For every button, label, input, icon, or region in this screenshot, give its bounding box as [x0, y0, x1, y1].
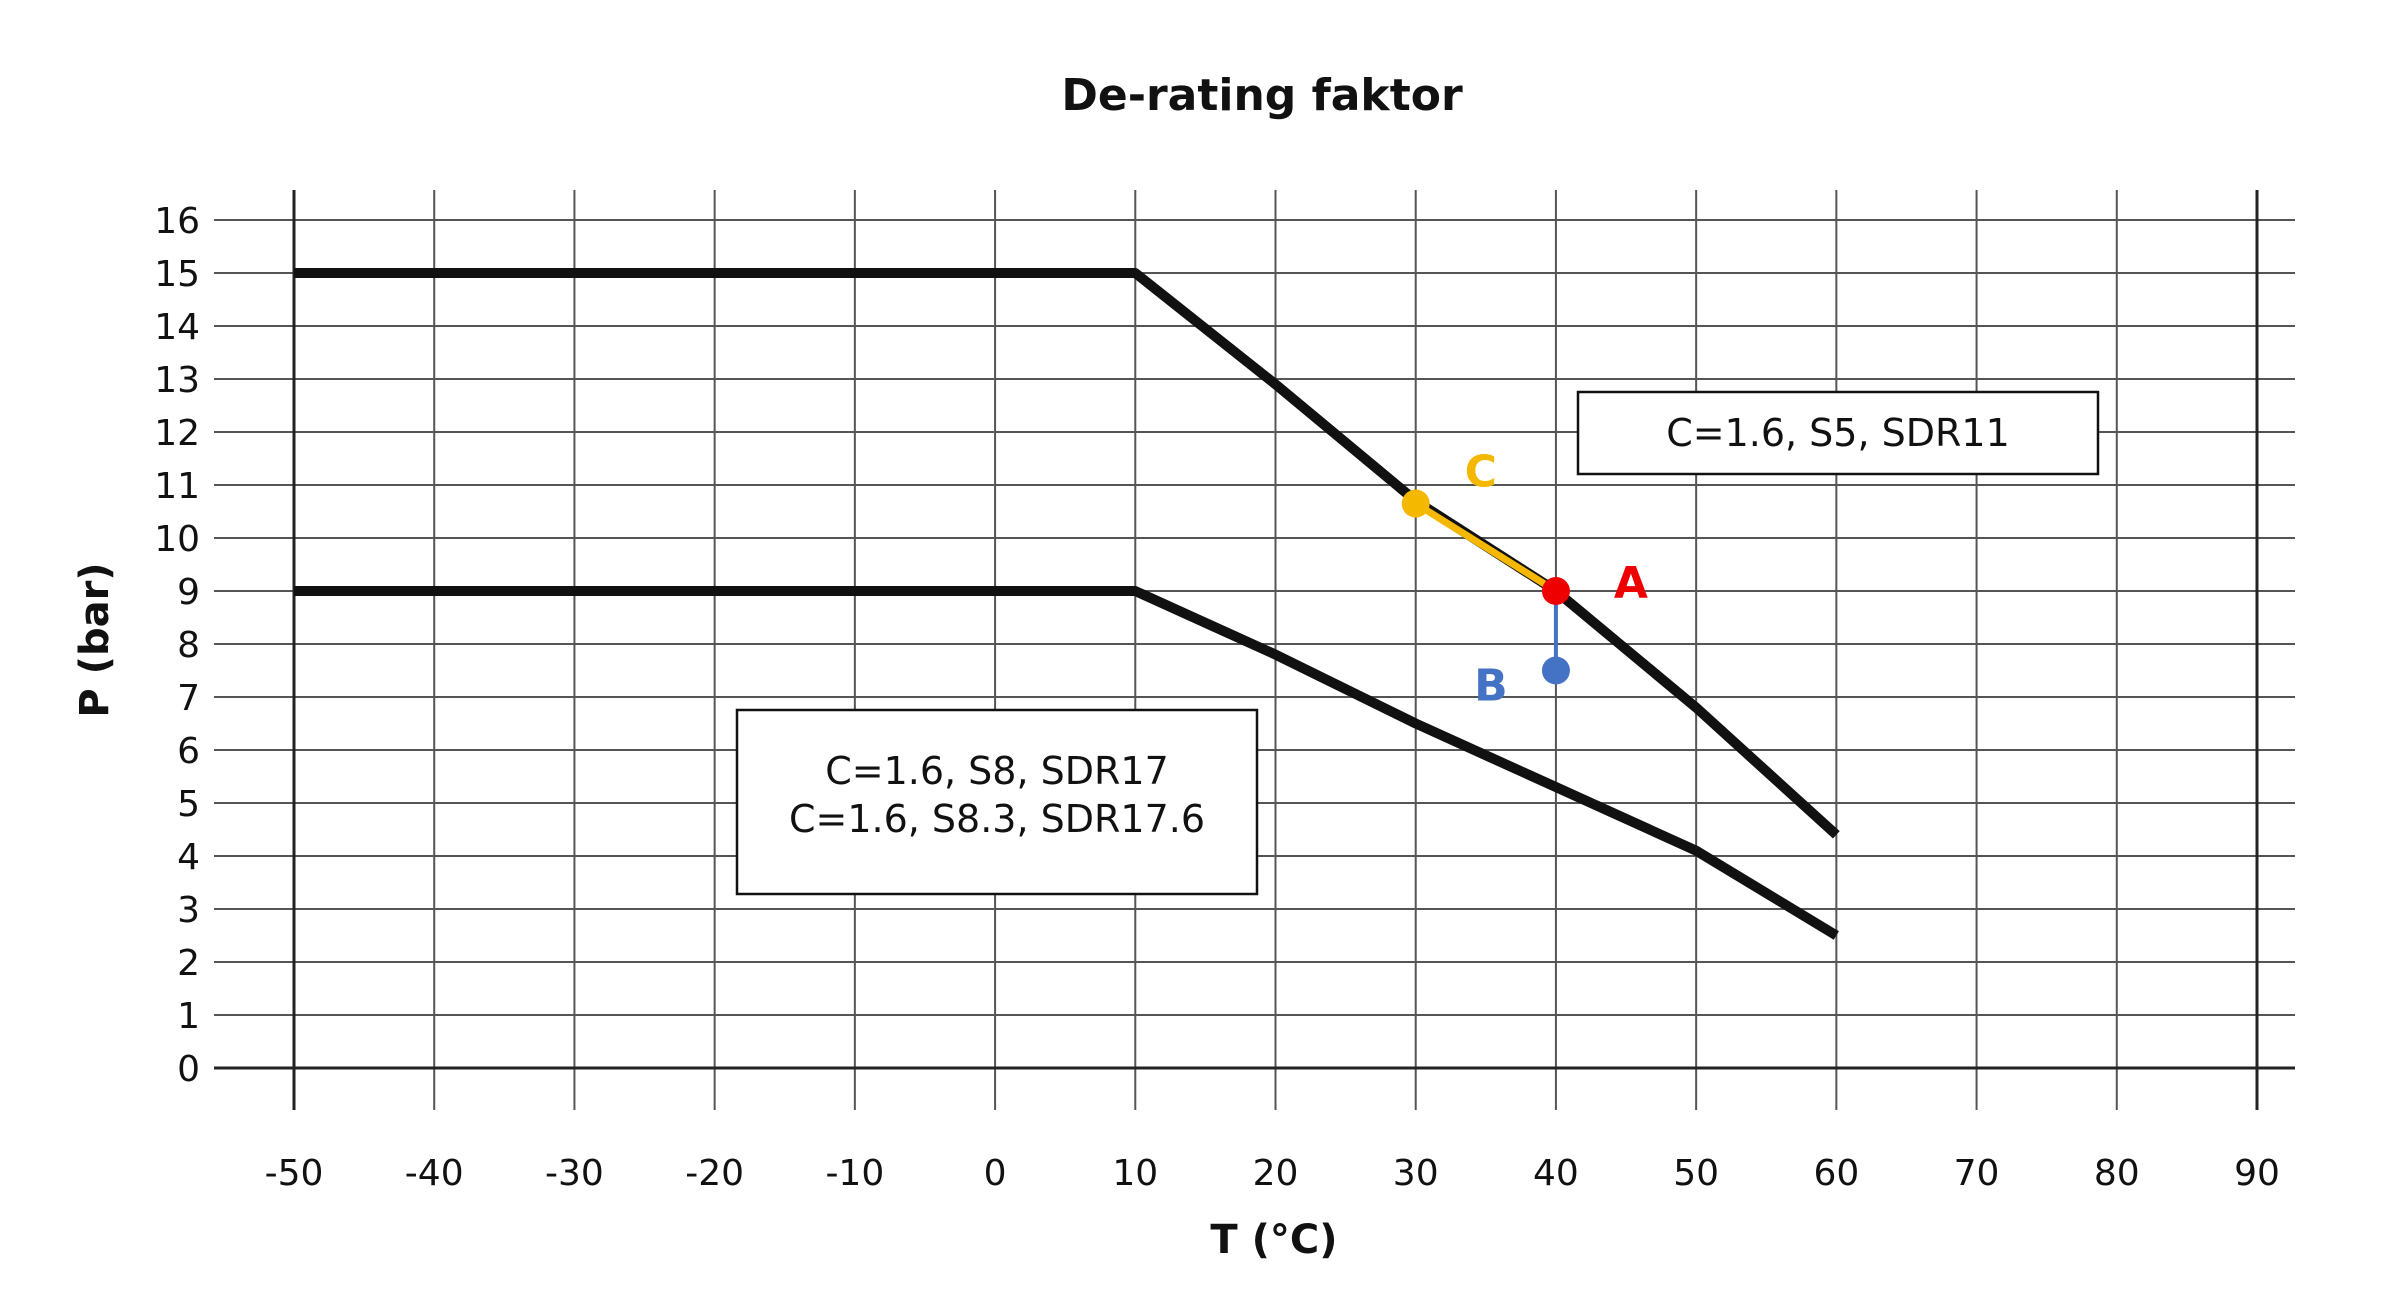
annotation-box-upper [1576, 390, 2100, 476]
x-tick-label: 0 [984, 1153, 1007, 1194]
x-tick-label: 80 [2094, 1153, 2140, 1194]
point-label-c: C [1465, 447, 1497, 498]
series-line-2 [294, 586, 1839, 940]
y-tick-label: 6 [177, 731, 200, 772]
y-tick-label: 2 [177, 943, 200, 984]
chart-title: De-rating faktor [1061, 70, 1463, 121]
y-tick-label: 14 [154, 307, 200, 348]
y-tick-label: 12 [154, 413, 200, 454]
y-tick-label: 8 [177, 625, 200, 666]
y-tick-label: 9 [177, 572, 200, 613]
x-tick-label: -50 [265, 1153, 324, 1194]
y-tick-label: 7 [177, 678, 200, 719]
y-tick-label: 16 [154, 201, 200, 242]
point-label-a: A [1614, 558, 1648, 609]
y-axis-label: P (bar) [72, 562, 118, 717]
x-tick-label: 60 [1813, 1153, 1859, 1194]
x-axis-label: T (°C) [1210, 1217, 1337, 1263]
y-tick-label: 1 [177, 996, 200, 1037]
x-tick-label: 90 [2234, 1153, 2280, 1194]
y-tick-label: 0 [177, 1049, 200, 1090]
point-a [1541, 577, 1570, 605]
x-tick-label: 40 [1533, 1153, 1579, 1194]
point-label-b: B [1474, 661, 1508, 712]
y-tick-label: 5 [177, 784, 200, 825]
x-tick-label: -30 [545, 1153, 604, 1194]
point-b [1541, 656, 1570, 685]
segment-c-a [1413, 500, 1558, 594]
x-tick-label: -40 [405, 1153, 464, 1194]
annotation-box-upper-text: C=1.6, S5, SDR11 [1666, 411, 2010, 455]
x-tick-label: 10 [1112, 1153, 1158, 1194]
x-tick-label: -20 [685, 1153, 744, 1194]
annotation-box-lower-text: C=1.6, S8, SDR17 [825, 749, 1169, 793]
x-tick-label: 30 [1393, 1153, 1439, 1194]
x-tick-label: 70 [1954, 1153, 2000, 1194]
annotation-box-lower [735, 708, 1259, 896]
y-tick-label: 4 [177, 837, 200, 878]
y-tick-label: 3 [177, 890, 200, 931]
y-tick-label: 11 [154, 466, 200, 507]
y-tick-label: 10 [154, 519, 200, 560]
x-tick-label: 20 [1253, 1153, 1299, 1194]
annotation-box-lower-text: C=1.6, S8.3, SDR17.6 [789, 797, 1205, 841]
x-tick-label: -10 [825, 1153, 884, 1194]
x-tick-label: 50 [1673, 1153, 1719, 1194]
point-c [1401, 489, 1430, 518]
y-tick-label: 13 [154, 360, 200, 401]
y-tick-label: 15 [154, 254, 200, 295]
annotation-points: A B C [1401, 447, 1648, 712]
